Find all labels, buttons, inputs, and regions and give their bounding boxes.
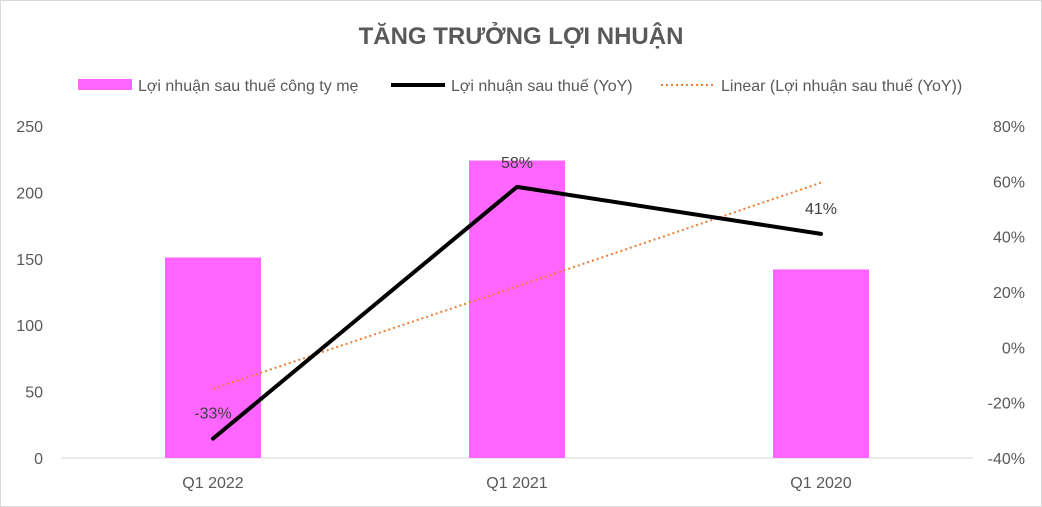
left-tick-label: 0	[34, 451, 43, 468]
category-label: Q1 2020	[790, 475, 851, 492]
left-axis: 0 50 100 150 200 250	[16, 119, 43, 468]
left-tick-label: 250	[16, 119, 43, 136]
legend: Lợi nhuận sau thuế công ty mẹ Lợi nhuận …	[78, 78, 962, 95]
left-tick-label: 50	[25, 385, 43, 402]
legend-label-bar: Lợi nhuận sau thuế công ty mẹ	[138, 78, 359, 95]
right-tick-label: -40%	[988, 451, 1025, 468]
yoy-line-path	[211, 184, 823, 441]
bar	[773, 269, 869, 458]
data-label: 41%	[805, 201, 837, 218]
right-tick-label: 60%	[993, 174, 1025, 191]
chart-title: TĂNG TRƯỞNG LỢI NHUẬN	[359, 21, 684, 50]
bars	[165, 160, 869, 458]
right-tick-label: 80%	[993, 119, 1025, 136]
category-label: Q1 2022	[182, 475, 243, 492]
left-tick-label: 100	[16, 318, 43, 335]
yoy-line	[211, 184, 823, 441]
right-tick-label: 40%	[993, 230, 1025, 247]
bar	[469, 160, 565, 458]
right-tick-label: 20%	[993, 285, 1025, 302]
legend-swatch-bar	[78, 79, 132, 90]
category-label: Q1 2021	[486, 475, 547, 492]
category-labels: Q1 2022 Q1 2021 Q1 2020	[182, 475, 851, 492]
left-tick-label: 200	[16, 185, 43, 202]
data-labels: -33% 58% 41%	[194, 155, 837, 423]
legend-label-line: Lợi nhuận sau thuế (YoY)	[451, 78, 633, 95]
right-tick-label: 0%	[1002, 340, 1025, 357]
right-tick-label: -20%	[988, 396, 1025, 413]
bar	[165, 257, 261, 458]
left-tick-label: 150	[16, 252, 43, 269]
legend-label-trend: Linear (Lợi nhuận sau thuế (YoY))	[721, 78, 962, 95]
right-axis: -40% -20% 0% 20% 40% 60% 80%	[988, 119, 1025, 468]
data-label: 58%	[501, 155, 533, 172]
data-label: -33%	[194, 406, 231, 423]
